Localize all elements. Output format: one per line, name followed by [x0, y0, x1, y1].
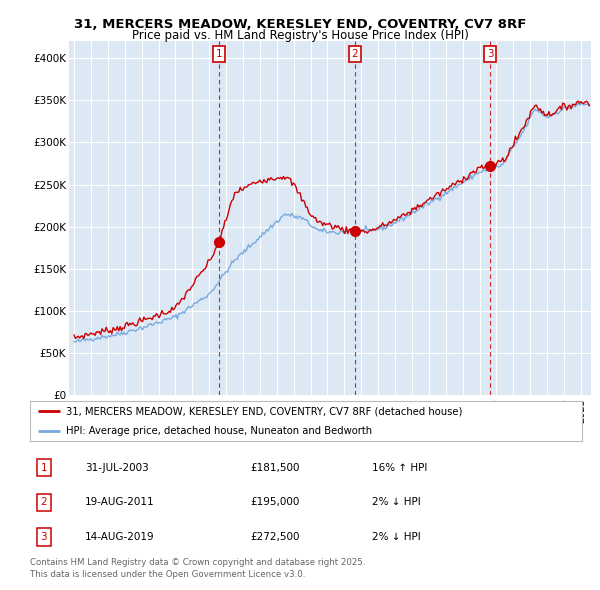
Text: 19-AUG-2011: 19-AUG-2011 [85, 497, 155, 507]
Text: 31, MERCERS MEADOW, KERESLEY END, COVENTRY, CV7 8RF: 31, MERCERS MEADOW, KERESLEY END, COVENT… [74, 18, 526, 31]
Text: This data is licensed under the Open Government Licence v3.0.: This data is licensed under the Open Gov… [30, 570, 305, 579]
Text: 31-JUL-2003: 31-JUL-2003 [85, 463, 149, 473]
Text: 3: 3 [487, 49, 493, 59]
Text: 14-AUG-2019: 14-AUG-2019 [85, 532, 155, 542]
Text: 31, MERCERS MEADOW, KERESLEY END, COVENTRY, CV7 8RF (detached house): 31, MERCERS MEADOW, KERESLEY END, COVENT… [66, 407, 462, 416]
Text: Price paid vs. HM Land Registry's House Price Index (HPI): Price paid vs. HM Land Registry's House … [131, 30, 469, 42]
Text: 3: 3 [40, 532, 47, 542]
Text: £272,500: £272,500 [251, 532, 301, 542]
Text: Contains HM Land Registry data © Crown copyright and database right 2025.: Contains HM Land Registry data © Crown c… [30, 558, 365, 567]
Text: 2% ↓ HPI: 2% ↓ HPI [372, 497, 421, 507]
Text: HPI: Average price, detached house, Nuneaton and Bedworth: HPI: Average price, detached house, Nune… [66, 427, 372, 436]
Text: 2% ↓ HPI: 2% ↓ HPI [372, 532, 421, 542]
Text: £181,500: £181,500 [251, 463, 301, 473]
Text: 16% ↑ HPI: 16% ↑ HPI [372, 463, 428, 473]
Text: 2: 2 [40, 497, 47, 507]
Text: 1: 1 [215, 49, 223, 59]
Text: 2: 2 [352, 49, 358, 59]
Text: £195,000: £195,000 [251, 497, 300, 507]
Text: 1: 1 [40, 463, 47, 473]
